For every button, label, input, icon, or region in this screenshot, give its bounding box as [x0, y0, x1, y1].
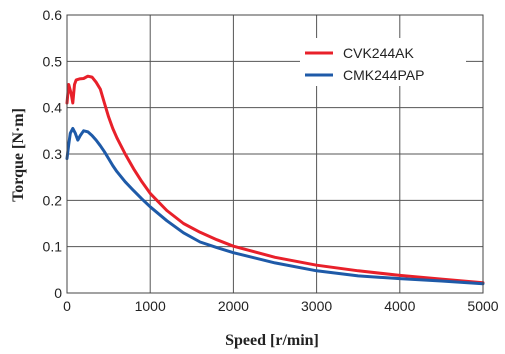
x-tick-label: 1000 [135, 298, 166, 314]
y-tick-label: 0.3 [43, 146, 63, 162]
y-tick-label: 0.4 [43, 100, 63, 116]
x-tick-label: 3000 [301, 298, 332, 314]
legend: CVK244AK CMK244PAP [300, 38, 466, 86]
x-axis-title: Speed [r/min] [225, 332, 319, 349]
y-axis-title: Torque [N·m] [10, 108, 27, 202]
legend-box [300, 38, 466, 86]
plot-frame [66, 14, 484, 294]
x-tick-label: 0 [63, 298, 71, 314]
tick-labels: 0 1000 2000 3000 4000 5000 0 0.1 0.2 0.3 0.4 0.5 0.6 [43, 7, 499, 314]
legend-label-cvk244ak: CVK244AK [343, 45, 414, 61]
x-tick-label: 5000 [467, 298, 498, 314]
legend-label-cmk244pap: CMK244PAP [343, 67, 424, 83]
x-tick-label: 4000 [384, 298, 415, 314]
series-lines [65, 74, 485, 286]
y-tick-label: 0.5 [43, 53, 63, 69]
y-tick-label: 0.6 [43, 7, 63, 23]
y-tick-label: 0 [54, 285, 62, 301]
y-tick-label: 0.2 [43, 192, 63, 208]
series-line-cmk244pap [65, 127, 485, 286]
y-tick-label: 0.1 [43, 239, 63, 255]
x-tick-label: 2000 [218, 298, 249, 314]
series-line-cvk244ak [65, 74, 485, 285]
